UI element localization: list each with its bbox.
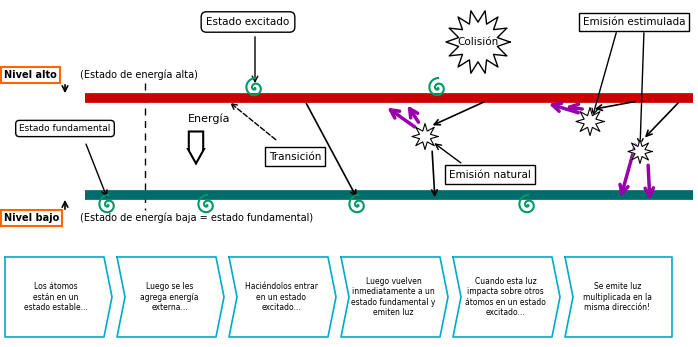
Polygon shape: [117, 257, 224, 337]
Polygon shape: [628, 139, 652, 163]
Text: Estado excitado: Estado excitado: [207, 17, 290, 27]
Text: Los átomos
están en un
estado estable...: Los átomos están en un estado estable...: [24, 282, 87, 312]
Polygon shape: [5, 257, 112, 337]
Text: Transición: Transición: [269, 152, 321, 161]
Text: Colisión: Colisión: [457, 37, 498, 47]
Text: Emisión estimulada: Emisión estimulada: [583, 17, 685, 27]
Polygon shape: [576, 108, 604, 135]
Text: (Estado de energía baja = estado fundamental): (Estado de energía baja = estado fundame…: [80, 213, 313, 223]
Text: Se emite luz
multiplicada en la
misma dirección!: Se emite luz multiplicada en la misma di…: [583, 282, 652, 312]
Polygon shape: [412, 124, 438, 150]
Text: Nivel bajo: Nivel bajo: [4, 213, 59, 223]
Polygon shape: [229, 257, 336, 337]
Polygon shape: [188, 132, 204, 163]
Polygon shape: [341, 257, 448, 337]
Text: (Estado de energía alta): (Estado de energía alta): [80, 70, 198, 80]
Text: Luego se les
agrega energía
externa...: Luego se les agrega energía externa...: [140, 282, 199, 312]
Text: Energía: Energía: [188, 113, 230, 124]
Text: Luego vuelven
inmediatamente a un
estado fundamental y
emiten luz: Luego vuelven inmediatamente a un estado…: [351, 277, 436, 317]
Text: Haciéndolos entrar
en un estado
excitado...: Haciéndolos entrar en un estado excitado…: [245, 282, 318, 312]
Text: Estado fundamental: Estado fundamental: [20, 124, 111, 133]
Polygon shape: [446, 11, 510, 73]
Text: Emisión natural: Emisión natural: [449, 169, 531, 179]
Polygon shape: [565, 257, 672, 337]
Text: Cuando esta luz
impacta sobre otros
átomos en un estado
excitado...: Cuando esta luz impacta sobre otros átom…: [465, 277, 546, 317]
Text: Nivel alto: Nivel alto: [4, 70, 57, 80]
Polygon shape: [453, 257, 560, 337]
